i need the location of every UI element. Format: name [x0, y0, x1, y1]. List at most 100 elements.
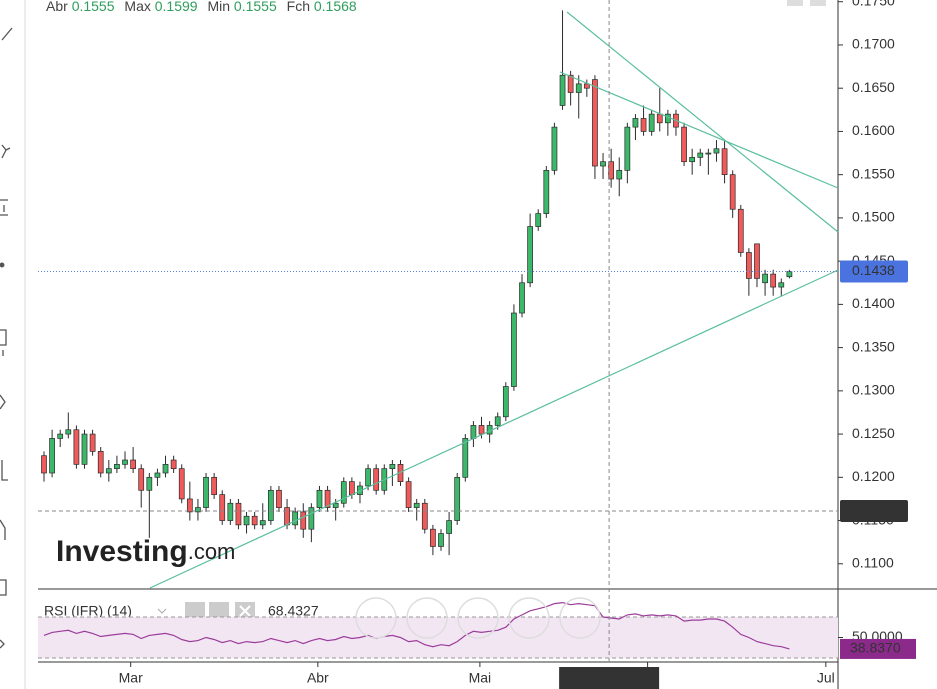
- tool-icon[interactable]: [0, 262, 5, 268]
- settings-button[interactable]: [185, 602, 205, 620]
- candle-body: [470, 425, 477, 439]
- candle-body: [527, 226, 533, 284]
- candle-body: [219, 494, 226, 521]
- y-tick-label: 0.1300: [852, 382, 895, 398]
- candle-body: [583, 83, 590, 89]
- candle-body: [373, 468, 380, 491]
- candle-body: [664, 113, 671, 124]
- candle-body: [389, 463, 396, 470]
- toolbar[interactable]: [0, 0, 26, 689]
- candle-body: [162, 463, 169, 474]
- candle-body: [130, 459, 136, 470]
- candle-body: [235, 502, 242, 526]
- candle-body: [632, 118, 639, 128]
- candle-body: [754, 243, 760, 279]
- candle-body: [97, 451, 104, 474]
- candle-body: [746, 252, 752, 279]
- y-tick-label: 0.1200: [852, 468, 895, 484]
- candle-body: [413, 502, 420, 508]
- candle-body: [324, 489, 331, 508]
- candle-body: [551, 126, 558, 171]
- value: 0.1568: [314, 0, 357, 14]
- candle-body: [203, 476, 209, 508]
- tool-icon[interactable]: [0, 639, 5, 649]
- candle-body: [195, 507, 201, 513]
- tool-icon[interactable]: [0, 579, 7, 596]
- candle-body: [616, 169, 623, 180]
- window-buttons[interactable]: [787, 0, 826, 6]
- crosshair-price-label: 0.1161: [852, 502, 894, 518]
- tool-icon[interactable]: [0, 199, 8, 216]
- rsi-controls[interactable]: [157, 602, 255, 620]
- y-tick-label: 0.1500: [852, 209, 895, 225]
- candle-body: [519, 282, 525, 314]
- candle-body: [259, 520, 266, 526]
- zoom-button[interactable]: [406, 597, 448, 639]
- rsi-band: [38, 616, 838, 658]
- candle-body: [446, 520, 452, 534]
- tool-icon[interactable]: [1, 460, 8, 481]
- candle-body: [737, 208, 744, 253]
- candle-body: [105, 468, 112, 474]
- zoom-button[interactable]: [457, 597, 499, 639]
- tool-icon[interactable]: [0, 519, 6, 540]
- zoom-controls[interactable]: [355, 597, 601, 639]
- y-tick-label: 0.1400: [852, 295, 895, 311]
- candle-body: [73, 429, 80, 465]
- candle-body: [146, 476, 153, 491]
- candle-body: [81, 433, 88, 465]
- tool-icon[interactable]: [1, 144, 11, 159]
- label: Max: [124, 0, 150, 14]
- dropdown[interactable]: [157, 608, 167, 614]
- crosshair-date-box: [559, 667, 660, 689]
- trend-line: [566, 11, 839, 233]
- zoom-button[interactable]: [508, 597, 550, 639]
- candle-body: [308, 507, 315, 530]
- rsi-last-box: [840, 638, 916, 659]
- crosshair-date-label: 2021-05-25: [573, 670, 645, 686]
- candle-body: [681, 126, 687, 163]
- candle-body: [511, 312, 517, 387]
- value: 0.1555: [234, 0, 277, 14]
- candle-body: [405, 481, 412, 508]
- candle-body: [462, 438, 469, 478]
- header-ohlc: Abr 0.1555 Max 0.1599 Min 0.1555 Fch 0.1…: [46, 0, 357, 14]
- candle-body: [316, 489, 323, 508]
- candle-body: [365, 468, 371, 487]
- y-tick-label: 0.1350: [852, 338, 895, 354]
- candle-body: [57, 433, 64, 439]
- zoom-button[interactable]: [355, 597, 397, 639]
- button[interactable]: [787, 0, 803, 6]
- label: Min: [207, 0, 230, 14]
- tool-icon[interactable]: [1, 27, 13, 41]
- y-tick-label: 0.1550: [852, 165, 895, 181]
- candle-body: [340, 481, 347, 504]
- candle-body: [154, 472, 161, 478]
- tool-icon[interactable]: [0, 394, 6, 410]
- zoom-button[interactable]: [559, 597, 601, 639]
- y-tick-label: 0.1250: [852, 425, 895, 441]
- tool-icon[interactable]: [0, 329, 7, 356]
- candle-body: [575, 83, 582, 93]
- candle-body: [65, 429, 72, 435]
- y-tick-label: 0.1600: [852, 122, 895, 138]
- candle-body: [502, 386, 509, 418]
- candle-body: [600, 161, 606, 167]
- candle-body: [640, 118, 647, 132]
- candle-body: [697, 152, 704, 158]
- candle-body: [729, 174, 736, 210]
- button[interactable]: [810, 0, 826, 6]
- candle-body: [267, 489, 274, 521]
- y-tick-label: 0.1700: [852, 36, 895, 52]
- x-tick-label: Jul: [817, 670, 835, 686]
- x-tick-label: Mai: [469, 670, 492, 686]
- candle-body: [478, 425, 485, 435]
- y-tick-label: 0.1100: [852, 554, 894, 570]
- candle-body: [89, 433, 96, 452]
- candle-body: [349, 481, 355, 495]
- candle-body: [211, 476, 218, 495]
- candle-body: [122, 459, 128, 465]
- candle-body: [49, 438, 55, 474]
- candle-body: [227, 502, 234, 521]
- settings-button[interactable]: [209, 602, 229, 620]
